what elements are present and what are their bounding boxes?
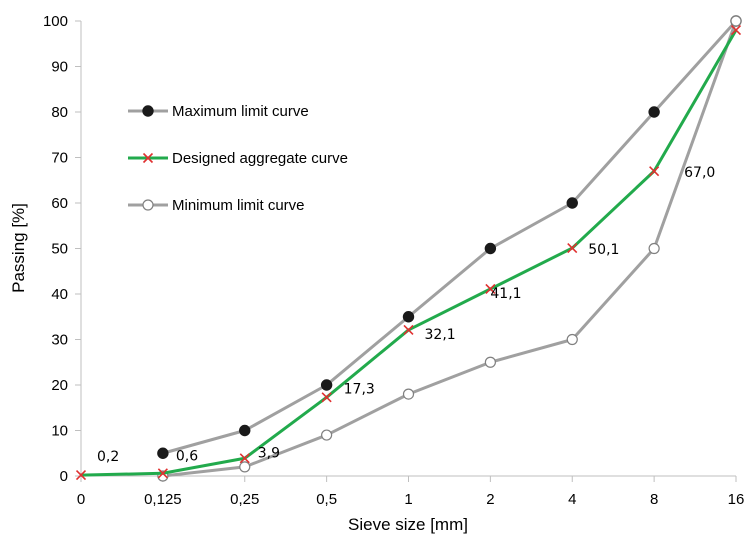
series-2-point bbox=[321, 429, 333, 441]
data-label: 17,3 bbox=[344, 381, 375, 397]
series-1-point bbox=[239, 453, 250, 464]
series-2-point bbox=[730, 15, 742, 27]
y-tick-label: 100 bbox=[43, 13, 68, 30]
axes bbox=[80, 21, 736, 477]
series-2-point bbox=[484, 356, 496, 368]
series-1-point bbox=[649, 166, 660, 177]
series-0-line bbox=[162, 19, 738, 455]
data-label: 3,9 bbox=[258, 445, 280, 461]
x-tick-labels: 0 0,125 0,25 0,5 1 2 4 8 16 bbox=[77, 476, 745, 508]
series-2-point bbox=[142, 199, 154, 211]
series-1-point bbox=[403, 324, 414, 336]
legend-label: Maximum limit curve bbox=[172, 103, 309, 120]
x-tick-label: 1 bbox=[404, 491, 412, 508]
x-tick-label: 0,125 bbox=[144, 491, 182, 508]
y-tick-labels: 0 10 20 30 40 50 60 70 80 90 100 bbox=[43, 13, 81, 485]
data-label: 41,1 bbox=[490, 286, 521, 302]
y-tick-label: 0 bbox=[60, 468, 68, 485]
series-0-point bbox=[566, 197, 578, 209]
series-0-point bbox=[484, 242, 497, 255]
series-0-point bbox=[648, 106, 660, 118]
legend-label: Minimum limit curve bbox=[172, 197, 305, 214]
series-1-point bbox=[730, 25, 742, 36]
data-label: 32,1 bbox=[425, 327, 456, 343]
legend-item: Maximum limit curve bbox=[128, 103, 309, 120]
series-2 bbox=[157, 15, 742, 482]
series-2-point bbox=[239, 461, 251, 473]
y-tick-label: 70 bbox=[51, 150, 68, 167]
series-1-point bbox=[321, 392, 332, 403]
series-0-point bbox=[320, 379, 333, 391]
series-2-line bbox=[162, 20, 738, 478]
y-axis-title: Passing [%] bbox=[9, 203, 28, 293]
series-2-point bbox=[402, 388, 415, 400]
data-label: 50,1 bbox=[588, 242, 619, 258]
series-1-point bbox=[157, 468, 168, 479]
legend-label: Designed aggregate curve bbox=[172, 150, 348, 167]
x-tick-label: 4 bbox=[568, 491, 576, 508]
x-tick-label: 2 bbox=[486, 491, 494, 508]
series-2-point bbox=[566, 333, 578, 346]
series-1-point bbox=[142, 152, 154, 164]
series-0 bbox=[157, 15, 742, 459]
series-0-point bbox=[239, 424, 251, 437]
y-tick-label: 90 bbox=[51, 59, 68, 76]
legend: Maximum limit curve Designed aggregate cu… bbox=[128, 103, 348, 214]
series-1-line bbox=[80, 29, 738, 477]
series-0-point bbox=[402, 311, 415, 323]
series-1 bbox=[75, 25, 742, 481]
series-layer bbox=[75, 15, 742, 482]
series-1-point bbox=[485, 283, 496, 295]
y-tick-label: 60 bbox=[51, 195, 68, 212]
x-axis-title: Sieve size [mm] bbox=[348, 515, 468, 534]
x-tick-label: 0,25 bbox=[230, 491, 259, 508]
x-tick-label: 0,5 bbox=[316, 491, 337, 508]
y-tick-label: 80 bbox=[51, 104, 68, 121]
y-tick-label: 30 bbox=[51, 332, 68, 349]
series-0-point bbox=[157, 447, 169, 459]
series-2-point bbox=[648, 242, 660, 255]
y-tick-label: 40 bbox=[51, 286, 68, 303]
data-label: 0,6 bbox=[176, 448, 198, 464]
data-label: 0,2 bbox=[97, 449, 119, 465]
series-1-point bbox=[567, 242, 578, 254]
y-tick-label: 10 bbox=[51, 423, 68, 440]
x-tick-label: 0 bbox=[77, 491, 85, 508]
y-tick-label: 50 bbox=[51, 241, 68, 258]
legend-item: Minimum limit curve bbox=[128, 197, 305, 214]
data-label: 67,0 bbox=[684, 165, 715, 181]
series-0-point bbox=[142, 105, 154, 117]
x-tick-label: 16 bbox=[728, 491, 745, 508]
y-tick-label: 20 bbox=[51, 377, 68, 394]
data-labels: 0,2 0,6 3,9 17,3 32,1 41,1 50,1 67,0 bbox=[97, 165, 715, 465]
series-1-point bbox=[75, 470, 87, 481]
legend-item: Designed aggregate curve bbox=[128, 150, 348, 167]
x-tick-label: 8 bbox=[650, 491, 658, 508]
